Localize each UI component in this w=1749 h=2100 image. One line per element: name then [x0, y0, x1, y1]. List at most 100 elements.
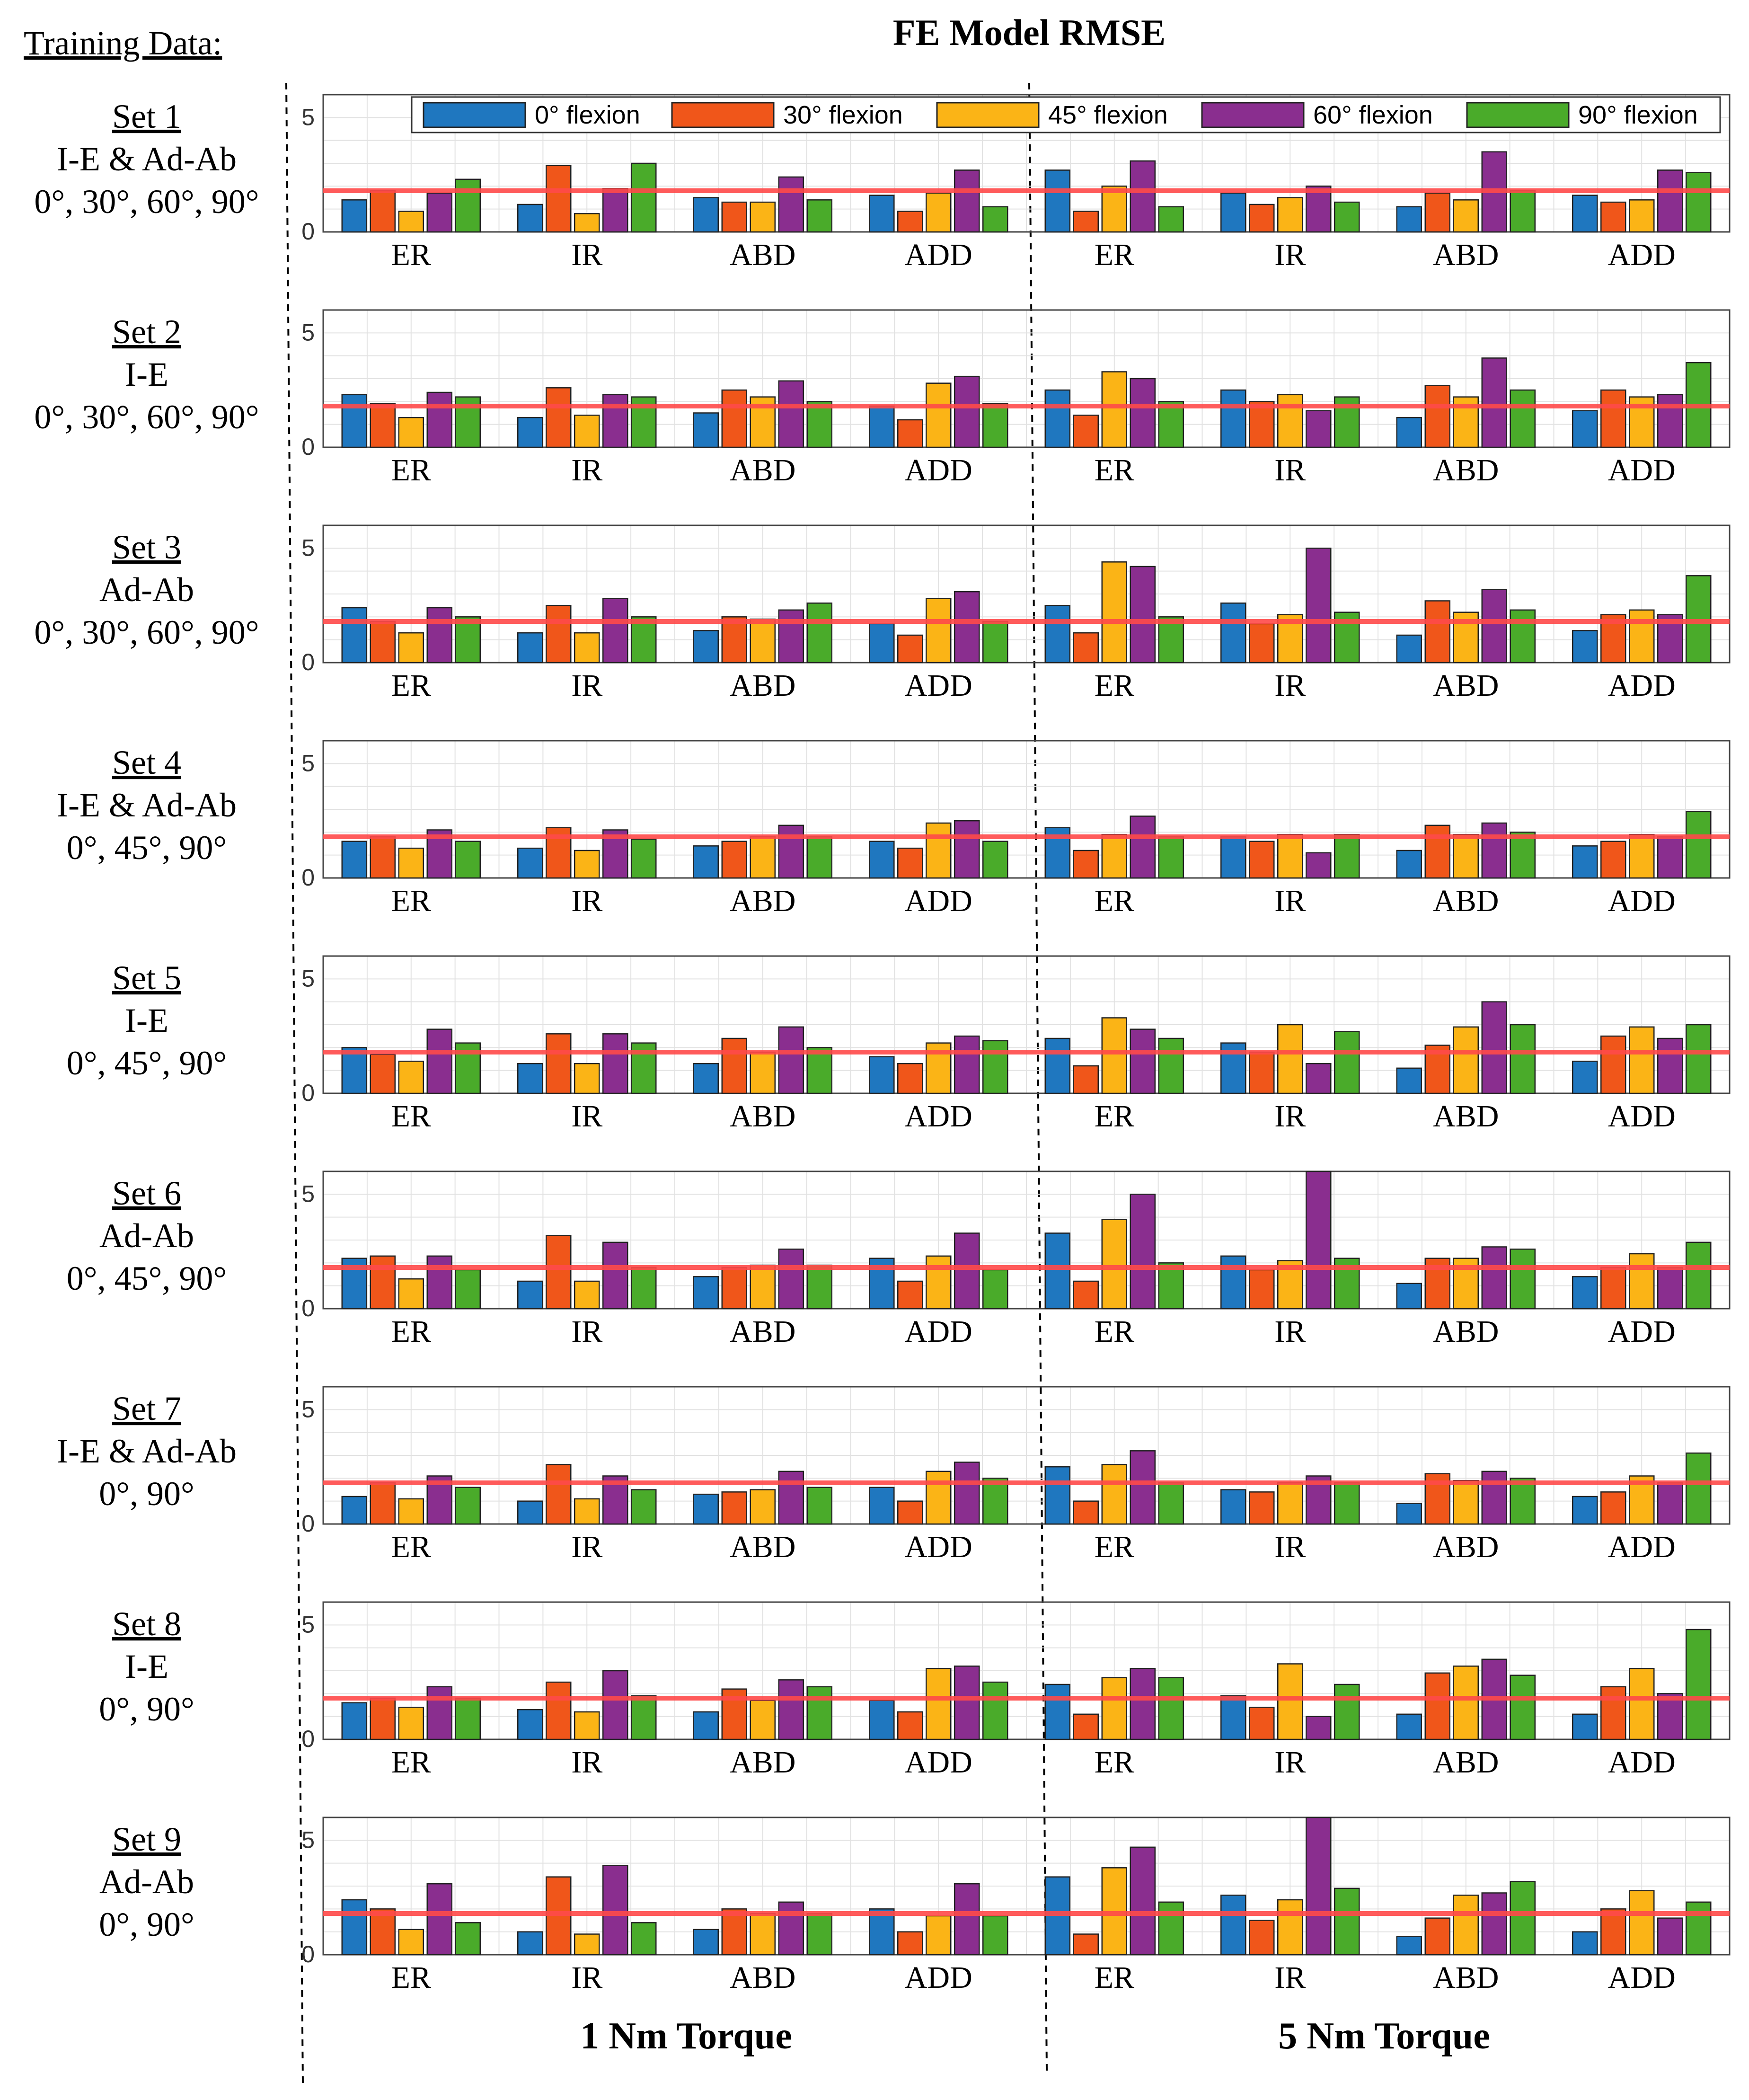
bar: [1044, 1466, 1070, 1525]
bar: [1306, 186, 1332, 233]
bar: [398, 632, 424, 664]
bar: [1629, 199, 1655, 233]
category-label: ADD: [905, 1745, 972, 1780]
bar: [341, 1496, 367, 1525]
bar: [1158, 206, 1184, 233]
set-type-label: I-E: [125, 1648, 168, 1685]
bar: [693, 1711, 719, 1740]
bar: [1600, 841, 1626, 879]
legend-swatch: [1201, 102, 1305, 128]
bar: [897, 1063, 923, 1094]
axes-frame: [322, 309, 1731, 448]
bar: [1572, 410, 1598, 448]
bar: [1481, 357, 1507, 448]
bar: [897, 1711, 923, 1740]
set-type-label: Ad-Ab: [99, 1863, 194, 1901]
bar: [1481, 822, 1507, 879]
bar: [806, 603, 832, 664]
bar: [398, 847, 424, 879]
bar: [1130, 160, 1156, 233]
set-type-label: I-E: [125, 355, 168, 393]
bar: [1396, 850, 1422, 879]
bar: [869, 623, 895, 664]
bar: [1657, 1693, 1683, 1740]
bar: [897, 211, 923, 233]
bar: [982, 1681, 1008, 1740]
category-label: IR: [571, 453, 602, 487]
set-type-label: I-E & Ad-Ab: [57, 786, 237, 824]
bar: [1044, 1037, 1070, 1094]
panels-group: 0 5 ER IR ABD ADD ER IR ABD ADD Set 1 I-E & Ad-Ab 0°…: [34, 94, 1731, 1995]
bar: [954, 1462, 980, 1525]
category-label: ER: [391, 1745, 431, 1780]
bar: [1572, 845, 1598, 879]
bar: [1510, 389, 1536, 448]
bar: [574, 213, 600, 233]
bar: [1510, 1675, 1536, 1740]
y-tick-label: 0: [301, 1510, 315, 1537]
bar: [693, 1063, 719, 1094]
bar: [721, 1037, 747, 1094]
category-label: ER: [391, 1099, 431, 1134]
bar: [370, 1482, 396, 1525]
y-tick-label: 5: [301, 104, 315, 130]
category-label: ADD: [905, 453, 972, 487]
bar: [517, 204, 543, 233]
category-label: ADD: [1608, 1530, 1676, 1564]
category-label: IR: [1274, 884, 1306, 918]
category-label: IR: [1274, 1530, 1306, 1564]
set-angles-label: 0°, 45°, 90°: [67, 1259, 227, 1297]
bar: [574, 1280, 600, 1310]
bar: [1158, 401, 1184, 448]
y-tick-label: 0: [301, 1941, 315, 1967]
bar: [341, 1047, 367, 1094]
axes-frame: [322, 1386, 1731, 1525]
bar: [897, 1280, 923, 1310]
bar: [750, 1051, 776, 1094]
bar: [806, 1487, 832, 1525]
bar: [455, 1487, 481, 1525]
bar: [1044, 169, 1070, 233]
bar: [806, 836, 832, 879]
bar: [517, 1280, 543, 1310]
bar: [1686, 172, 1712, 233]
axes-frame: [322, 94, 1731, 233]
bar: [926, 822, 952, 879]
panel-set-5: 0 5 ER IR ABD ADD ER IR ABD ADD Set 5 I-E 0°, 45°, 9…: [67, 955, 1731, 1134]
bar: [1044, 1684, 1070, 1740]
bar: [750, 618, 776, 664]
axes-frame: [322, 1170, 1731, 1310]
bar: [1130, 1450, 1156, 1525]
bar: [982, 1478, 1008, 1525]
bar: [1306, 1170, 1332, 1310]
legend-label: 30° flexion: [783, 101, 903, 129]
bar: [1600, 1908, 1626, 1956]
y-tick-label: 5: [301, 1396, 315, 1422]
category-label: ER: [391, 453, 431, 487]
category-label: ER: [1095, 884, 1134, 918]
bar: [721, 841, 747, 879]
axes-frame: [322, 1816, 1731, 1956]
category-label: IR: [1274, 1745, 1306, 1780]
bar: [370, 1697, 396, 1740]
bar: [517, 847, 543, 879]
bar: [778, 1679, 804, 1740]
category-label: ER: [1095, 668, 1134, 703]
set-label: Set 6: [112, 1174, 181, 1212]
category-label: ER: [1095, 1314, 1134, 1349]
bar: [1510, 609, 1536, 664]
category-label: ABD: [730, 1314, 795, 1349]
bar: [1249, 623, 1275, 664]
bar: [954, 1666, 980, 1740]
set-type-label: Ad-Ab: [99, 1217, 194, 1255]
category-label: IR: [571, 884, 602, 918]
category-label: ADD: [1608, 884, 1676, 918]
category-label: ABD: [730, 668, 795, 703]
panel-set-7: 0 5 ER IR ABD ADD ER IR ABD ADD Set 7 I-E & Ad-Ab 0°…: [57, 1386, 1731, 1564]
category-label: ADD: [905, 1099, 972, 1134]
bar: [602, 187, 628, 233]
bar: [1130, 1028, 1156, 1094]
category-label: ABD: [730, 1960, 795, 1995]
left-divider: [285, 82, 304, 2085]
